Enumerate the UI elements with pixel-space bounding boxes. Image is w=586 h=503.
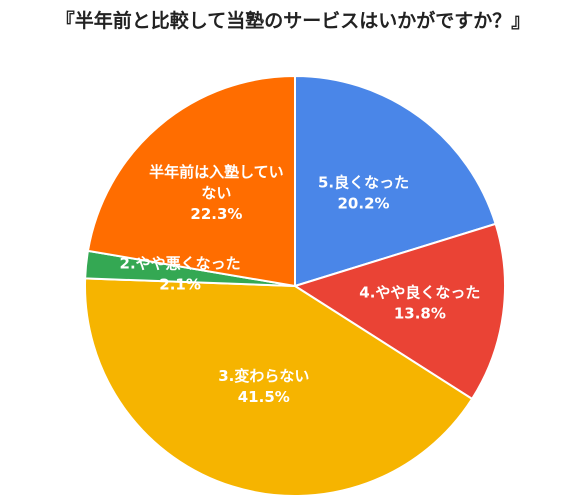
slice-category-label: 3.変わらない (218, 367, 309, 385)
chart-title: 『半年前と比較して当塾のサービスはいかがですか？』 (55, 10, 531, 32)
pie-slice-label-5: 半年前は入塾していない 22.3% (149, 163, 284, 223)
slice-value-label: 20.2% (338, 195, 390, 213)
slice-category-label: ない (201, 184, 231, 202)
slice-value-label: 13.8% (394, 304, 446, 322)
slice-category-label: 2.やや悪くなった (120, 255, 241, 273)
pie-slice-label-2: 4.やや良くなった 13.8% (359, 283, 480, 322)
pie-slice-label-3: 3.変わらない 41.5% (218, 367, 309, 406)
slice-category-label: 5.良くなった (318, 174, 409, 192)
slice-category-label: 4.やや良くなった (359, 283, 480, 301)
slice-value-label: 2.1% (159, 276, 201, 294)
pie-slice-label-1: 5.良くなった 20.2% (318, 174, 409, 213)
slice-category-label: 半年前は入塾してい (149, 163, 284, 181)
pie-slices (84, 74, 506, 497)
pie-slice-1 (294, 74, 497, 288)
slice-value-label: 22.3% (190, 205, 242, 223)
pie-slice-3 (84, 277, 474, 497)
pie-slice-label-4: 2.やや悪くなった 2.1% (120, 255, 241, 294)
pie-slice-5 (86, 74, 296, 288)
slice-value-label: 41.5% (238, 388, 290, 406)
pie-slice-2 (292, 222, 506, 401)
pie-labels: 5.良くなった 20.2% 4.やや良くなった 13.8% 3.変わらない 41.5% 2.… (120, 163, 481, 406)
